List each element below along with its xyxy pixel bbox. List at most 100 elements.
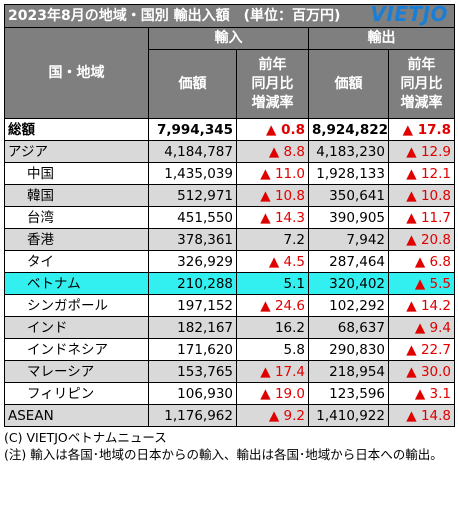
import-change: ▲ 10.8: [236, 184, 309, 207]
change-value: ▲ 22.7: [406, 341, 452, 358]
import-change: ▲ 0.8: [236, 118, 309, 141]
export-value: 123,596: [308, 382, 389, 405]
export-value: 390,905: [308, 206, 389, 229]
import-change: ▲ 11.0: [236, 162, 309, 185]
import-value: 512,971: [148, 184, 237, 207]
table-row: インド 182,167 16.2 68,637 ▲ 9.4: [4, 316, 456, 339]
region-name: 香港: [4, 228, 149, 251]
export-value: 350,641: [308, 184, 389, 207]
total-row: 総額 7,994,345 ▲ 0.8 8,924,822 ▲ 17.8: [4, 118, 456, 141]
import-value: 197,152: [148, 294, 237, 317]
change-value: ▲ 10.8: [406, 187, 452, 204]
change-value: ▲ 11.0: [260, 165, 305, 182]
change-value: ▲ 6.8: [414, 253, 452, 270]
table-row: マレーシア 153,765 ▲ 17.4 218,954 ▲ 30.0: [4, 360, 456, 383]
import-value: 7,994,345: [148, 118, 237, 141]
export-change: ▲ 3.1: [387, 382, 456, 405]
change-value: ▲ 19.0: [260, 385, 305, 402]
import-change: ▲ 8.8: [236, 140, 309, 163]
change-label-2: 同月比: [251, 75, 294, 92]
change-value: ▲ 9.2: [268, 407, 305, 424]
footer: (C) VIETJOベトナムニュース (注) 輸入は各国･地域の日本からの輸入、…: [4, 429, 454, 463]
change-label-3: 増減率: [251, 94, 294, 111]
import-change: ▲ 19.0: [236, 382, 309, 405]
import-value: 4,184,787: [148, 140, 237, 163]
note-text: (注) 輸入は各国･地域の日本からの輸入、輸出は各国･地域から日本への輸出。: [4, 447, 443, 462]
change-value: ▲ 8.8: [268, 143, 305, 160]
table-title: 2023年8月の地域・国別 輸出入額 (単位：百万円): [8, 8, 341, 24]
change-value: ▲ 0.8: [266, 121, 305, 138]
import-change-header: 前年 同月比 増減率: [236, 49, 309, 119]
table-row: ベトナム 210,288 5.1 320,402 ▲ 5.5: [4, 272, 456, 295]
change-value: ▲ 3.1: [414, 385, 452, 402]
export-change: ▲ 20.8: [387, 228, 456, 251]
change-label-1: 前年: [258, 56, 287, 73]
change-label-3: 増減率: [400, 94, 443, 111]
table-row: シンガポール 197,152 ▲ 24.6 102,292 ▲ 14.2: [4, 294, 456, 317]
table-row: 香港 378,361 7.2 7,942 ▲ 20.8: [4, 228, 456, 251]
export-change: ▲ 12.1: [387, 162, 456, 185]
export-value: 320,402: [308, 272, 389, 295]
export-change: ▲ 30.0: [387, 360, 456, 383]
import-value: 1,176,962: [148, 404, 237, 427]
import-change: 16.2: [236, 316, 309, 339]
export-value: 102,292: [308, 294, 389, 317]
import-value: 182,167: [148, 316, 237, 339]
import-value: 378,361: [148, 228, 237, 251]
import-change: 5.1: [236, 272, 309, 295]
table-row: フィリピン 106,930 ▲ 19.0 123,596 ▲ 3.1: [4, 382, 456, 405]
region-name: ASEAN: [4, 404, 149, 427]
region-name: 台湾: [4, 206, 149, 229]
export-change: ▲ 14.2: [387, 294, 456, 317]
export-change: ▲ 6.8: [387, 250, 456, 273]
import-value: 171,620: [148, 338, 237, 361]
import-change: 5.8: [236, 338, 309, 361]
credit-text: (C) VIETJOベトナムニュース: [4, 430, 167, 445]
region-name: 中国: [4, 162, 149, 185]
region-name: インド: [4, 316, 149, 339]
region-name: ベトナム: [4, 272, 149, 295]
change-value: ▲ 17.8: [402, 121, 452, 138]
export-change: ▲ 10.8: [387, 184, 456, 207]
import-value-header: 価額: [148, 49, 237, 119]
table-row: タイ 326,929 ▲ 4.5 287,464 ▲ 6.8: [4, 250, 456, 273]
change-value: ▲ 12.9: [406, 143, 452, 160]
export-change: ▲ 5.5: [387, 272, 456, 295]
table-body: 総額 7,994,345 ▲ 0.8 8,924,822 ▲ 17.8 アジア 4,184,…: [4, 118, 456, 427]
import-change: ▲ 9.2: [236, 404, 309, 427]
import-change: ▲ 4.5: [236, 250, 309, 273]
table-row: 台湾 451,550 ▲ 14.3 390,905 ▲ 11.7: [4, 206, 456, 229]
change-value: ▲ 5.5: [414, 275, 452, 292]
export-change: ▲ 22.7: [387, 338, 456, 361]
change-value: ▲ 12.1: [406, 165, 452, 182]
export-change: ▲ 12.9: [387, 140, 456, 163]
import-value: 326,929: [148, 250, 237, 273]
import-change: ▲ 17.4: [236, 360, 309, 383]
import-change: 7.2: [236, 228, 309, 251]
export-value: 218,954: [308, 360, 389, 383]
region-name: インドネシア: [4, 338, 149, 361]
change-value: ▲ 14.3: [260, 209, 305, 226]
export-value: 7,942: [308, 228, 389, 251]
change-value: ▲ 24.6: [260, 297, 305, 314]
region-name: アジア: [4, 140, 149, 163]
region-name: シンガポール: [4, 294, 149, 317]
export-change-header: 前年 同月比 増減率: [387, 49, 456, 119]
import-value: 210,288: [148, 272, 237, 295]
change-label-1: 前年: [407, 56, 436, 73]
region-header: 国・地域: [4, 27, 149, 119]
import-value: 106,930: [148, 382, 237, 405]
table-row: 韓国 512,971 ▲ 10.8 350,641 ▲ 10.8: [4, 184, 456, 207]
table-title-cell: 2023年8月の地域・国別 輸出入額 (単位：百万円) VIETJO: [3, 4, 456, 28]
export-value: 8,924,822: [308, 118, 389, 141]
import-value: 1,435,039: [148, 162, 237, 185]
change-value: ▲ 9.4: [414, 319, 452, 336]
change-value: ▲ 20.8: [406, 231, 452, 248]
export-change: ▲ 17.8: [387, 118, 456, 141]
trade-table: 2023年8月の地域・国別 輸出入額 (単位：百万円) VIETJO 国・地域 …: [3, 4, 456, 427]
export-value: 287,464: [308, 250, 389, 273]
region-name: 総額: [4, 118, 149, 141]
export-value: 1,928,133: [308, 162, 389, 185]
change-value: ▲ 10.8: [260, 187, 305, 204]
export-value: 1,410,922: [308, 404, 389, 427]
